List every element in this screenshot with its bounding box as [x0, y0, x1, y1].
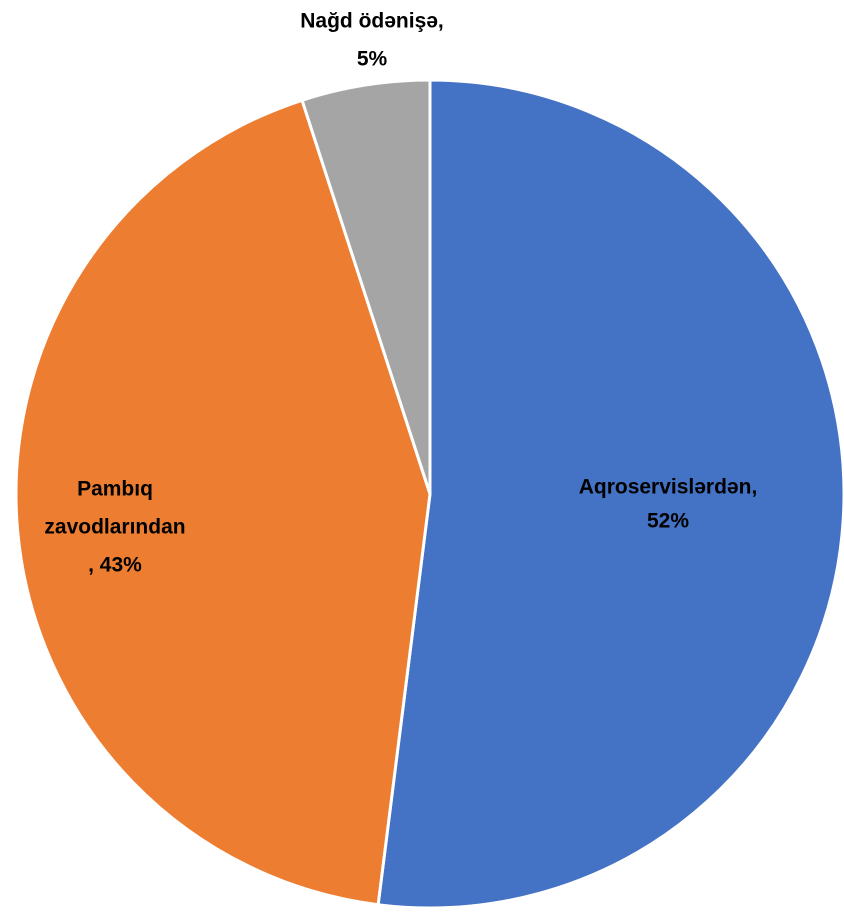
data-label: zavodlarından: [44, 516, 185, 539]
data-label: 52%: [647, 510, 689, 533]
pie-slice: [376, 78, 844, 910]
data-label: , 43%: [88, 554, 142, 577]
pie-slice: [14, 98, 432, 907]
data-label: Nağd ödənişə,: [300, 10, 444, 33]
data-label: 5%: [357, 48, 388, 71]
data-label: Pambıq: [77, 478, 153, 501]
pie-slice: [300, 78, 432, 495]
data-label: Aqroservislərdən,: [579, 476, 758, 499]
